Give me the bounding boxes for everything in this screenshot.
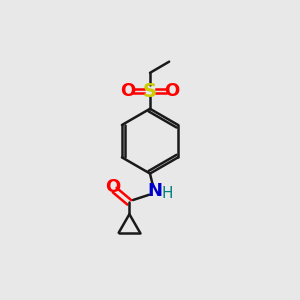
Text: O: O (120, 82, 136, 100)
Text: O: O (164, 82, 180, 100)
Text: N: N (147, 182, 162, 200)
Text: H: H (162, 186, 173, 201)
Text: S: S (143, 82, 157, 100)
Text: O: O (106, 178, 121, 196)
